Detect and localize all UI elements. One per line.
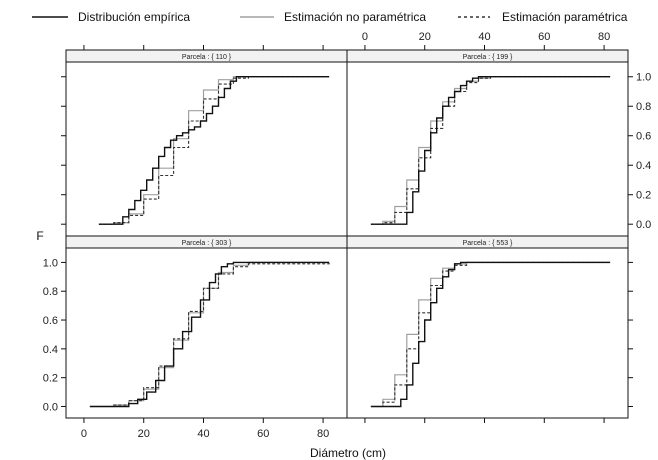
x-tick-label-top: 80 [598,31,610,43]
x-tick-label-bottom: 0 [81,428,87,440]
panel-strip [346,235,629,249]
y-tick-label-left: 0.0 [43,401,58,413]
x-tick-label-top: 40 [478,31,490,43]
panel-frame [346,235,629,419]
y-tick-label-right: 0.2 [636,190,651,202]
y-axis-title: F [36,229,43,243]
axes: 0.0 0.2 0.4 0.6 0.8 1.0 0.0 0.2 0.4 0.6 0.8 1.0 0 20 4… [43,31,652,440]
panel-1: Parcela : { 110 } [65,49,348,237]
y-tick-label-left: 1.0 [43,257,58,269]
y-tick-label-left: 0.8 [43,286,58,298]
x-tick-label-bottom: 20 [138,428,150,440]
panel-strip-label: Parcela : { 110 } [182,54,232,61]
panel-frame [346,49,629,237]
x-tick-label-top: 0 [362,31,368,43]
series-empirical [370,261,611,408]
x-tick-label-bottom: 40 [197,428,209,440]
series-empirical [98,76,330,225]
series-parametric [370,261,611,408]
panel-4: Parcela : { 553 } [346,235,629,419]
panel-2: Parcela : { 199 } [346,49,629,237]
panel-3: Parcela : { 303 } [65,235,348,419]
x-tick-label-top: 60 [538,31,550,43]
x-tick-label-top: 20 [419,31,431,43]
y-tick-label-right: 0.0 [636,219,651,231]
series-empirical [370,76,611,225]
legend-label-parametric: Estimación paramétrica [502,10,628,24]
panel-strip [346,49,629,63]
x-tick-label-bottom: 60 [257,428,269,440]
x-axis-title: Diámetro (cm) [310,446,386,460]
y-tick-label-left: 0.2 [43,373,58,385]
series-nonparametric [98,76,330,225]
panel-strip-label: Parcela : { 199 } [463,54,513,61]
legend-label-empirical: Distribución empírica [78,10,190,24]
series-empirical [89,261,330,408]
y-tick-label-right: 0.8 [636,101,651,113]
legend: Distribución empírica Estimación no para… [32,10,628,24]
y-tick-label-left: 0.4 [43,344,58,356]
y-tick-label-right: 0.4 [636,160,651,172]
panel-strip-label: Parcela : { 553 } [463,240,513,247]
panels: Parcela : { 110 } Parcela : { 199 } Parcel… [65,49,629,419]
panel-strip-label: Parcela : { 303 } [182,240,232,247]
legend-label-nonparametric: Estimación no paramétrica [284,10,426,24]
y-tick-label-right: 1.0 [636,72,651,84]
x-tick-label-bottom: 80 [317,428,329,440]
panel-frame [65,49,348,237]
series-parametric [89,262,330,408]
y-tick-label-left: 0.6 [43,315,58,327]
y-tick-label-right: 0.6 [636,131,651,143]
